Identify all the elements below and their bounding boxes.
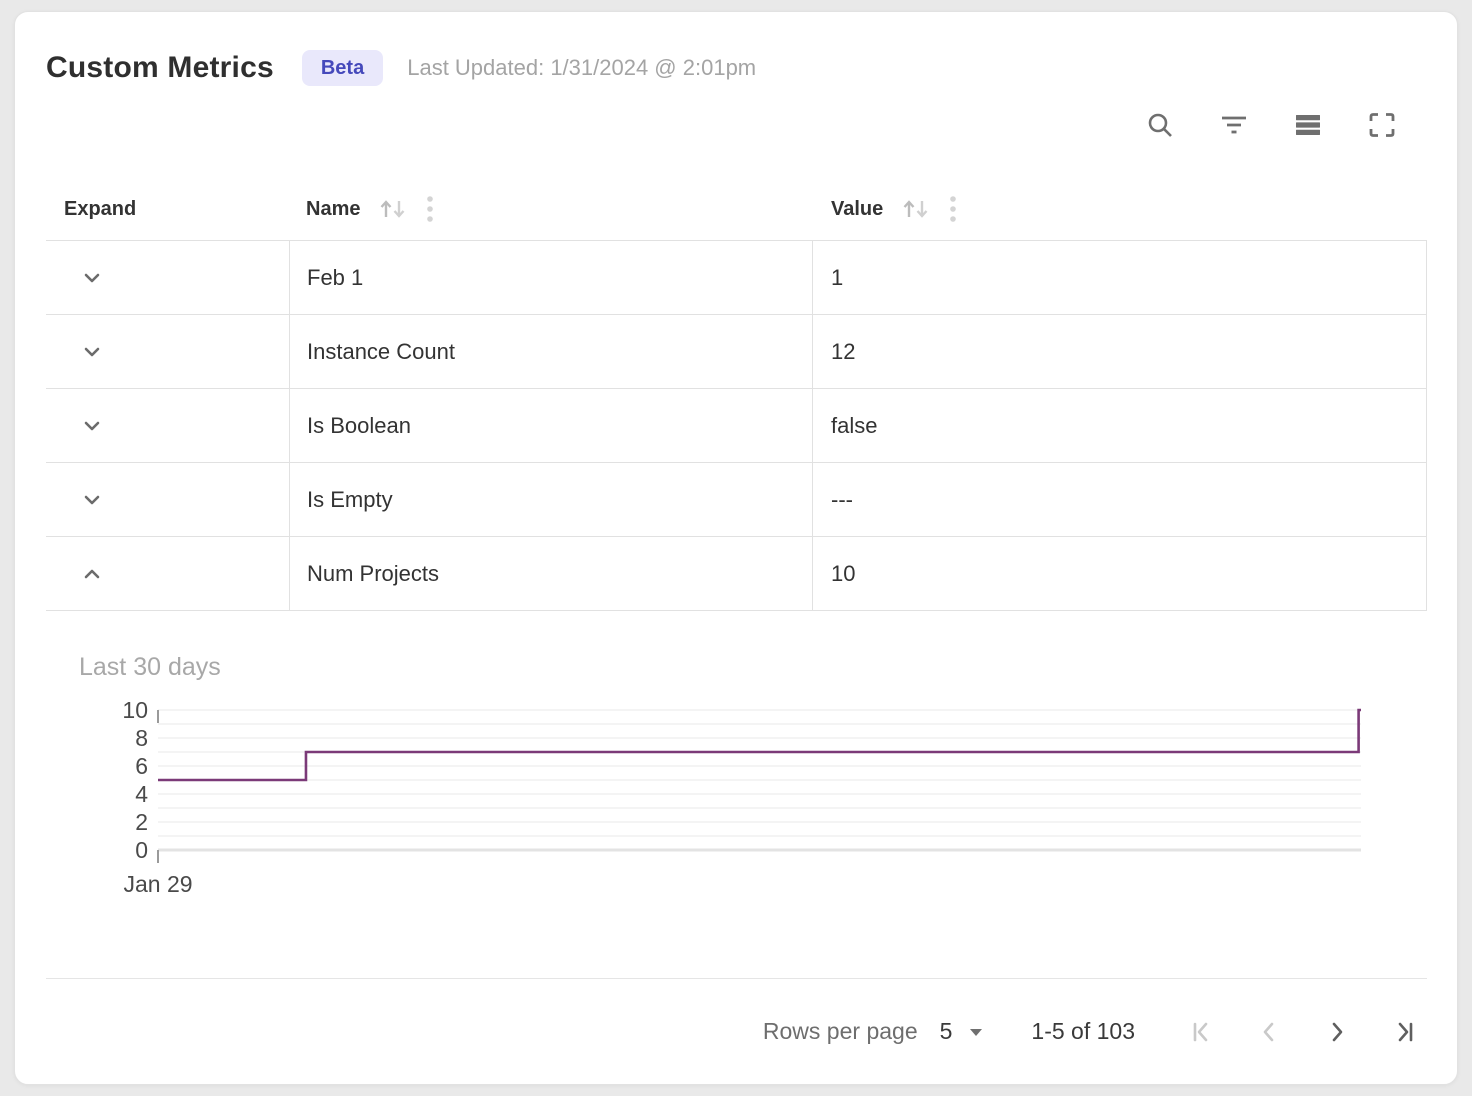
svg-text:10: 10	[122, 697, 148, 723]
pager-buttons	[1187, 1018, 1419, 1046]
metric-name: Instance Count	[290, 315, 813, 388]
search-icon[interactable]	[1143, 108, 1177, 142]
expand-chevron-icon[interactable]	[76, 262, 108, 294]
expand-chevron-icon[interactable]	[76, 558, 108, 590]
table-row: Is Boolean false	[46, 389, 1427, 463]
metric-value: ---	[813, 463, 1427, 536]
filter-icon[interactable]	[1217, 108, 1251, 142]
metric-name: Is Empty	[290, 463, 813, 536]
density-icon[interactable]	[1291, 108, 1325, 142]
metric-value: 1	[813, 241, 1427, 314]
metric-value: false	[813, 389, 1427, 462]
fullscreen-icon[interactable]	[1365, 108, 1399, 142]
beta-badge: Beta	[301, 50, 384, 86]
metric-name: Is Boolean	[290, 389, 813, 462]
last-updated-text: Last Updated: 1/31/2024 @ 2:01pm	[407, 55, 757, 80]
chart-title: Last 30 days	[79, 653, 221, 681]
expand-cell	[46, 463, 290, 536]
table-row: Num Projects 10	[46, 537, 1427, 611]
expand-cell	[46, 389, 290, 462]
metric-value: 10	[813, 537, 1427, 610]
rows-per-page-select[interactable]: 5	[940, 1018, 984, 1045]
pagination-footer: Rows per page 5 1-5 of 103	[46, 978, 1427, 1084]
sort-icon[interactable]	[901, 197, 931, 221]
table-toolbar	[46, 104, 1427, 146]
previous-page-icon[interactable]	[1255, 1018, 1283, 1046]
svg-text:8: 8	[135, 725, 148, 751]
next-page-icon[interactable]	[1323, 1018, 1351, 1046]
column-header-name[interactable]: Name	[290, 194, 813, 224]
table-row: Feb 1 1	[46, 241, 1427, 315]
rows-per-page-label: Rows per page	[762, 1018, 918, 1044]
expand-chevron-icon[interactable]	[76, 410, 108, 442]
svg-text:6: 6	[135, 753, 148, 779]
svg-text:Jan 29: Jan 29	[123, 871, 192, 897]
custom-metrics-card: Custom Metrics Beta Last Updated: 1/31/2…	[14, 11, 1458, 1085]
expand-cell	[46, 537, 290, 610]
column-menu-icon[interactable]	[424, 194, 436, 224]
page-header: Custom Metrics Beta Last Updated: 1/31/2…	[46, 50, 1427, 86]
column-label: Expand	[64, 197, 137, 220]
expand-cell	[46, 241, 290, 314]
expand-cell	[46, 315, 290, 388]
rows-per-page-value: 5	[939, 1018, 953, 1044]
expand-chevron-icon[interactable]	[76, 336, 108, 368]
table-header-row: Expand Name Value	[46, 178, 1427, 240]
table-body: Feb 1 1 Instance Count 12 Is Boo	[46, 240, 1427, 611]
page-title: Custom Metrics	[46, 51, 274, 84]
svg-text:4: 4	[135, 781, 148, 807]
pagination-range-label: 1-5 of 103	[1031, 1018, 1135, 1044]
last-page-icon[interactable]	[1391, 1018, 1419, 1046]
metric-history-chart: 0 2 4 6 8 10 Jan 29	[46, 694, 1427, 902]
column-menu-icon[interactable]	[947, 194, 959, 224]
svg-text:0: 0	[135, 837, 148, 863]
column-header-value[interactable]: Value	[813, 194, 1427, 224]
column-header-expand: Expand	[46, 198, 290, 221]
column-label: Name	[306, 197, 361, 220]
chevron-down-icon	[969, 1027, 983, 1037]
first-page-icon[interactable]	[1187, 1018, 1215, 1046]
table-row: Instance Count 12	[46, 315, 1427, 389]
expand-chevron-icon[interactable]	[76, 484, 108, 516]
metric-name: Feb 1	[290, 241, 813, 314]
column-label: Value	[831, 197, 884, 220]
metric-value: 12	[813, 315, 1427, 388]
sort-icon[interactable]	[378, 197, 408, 221]
metric-name: Num Projects	[290, 537, 813, 610]
table-row: Is Empty ---	[46, 463, 1427, 537]
expanded-row-panel: Last 30 days 0 2 4 6 8 10 Jan 29	[46, 611, 1427, 902]
svg-text:2: 2	[135, 809, 148, 835]
